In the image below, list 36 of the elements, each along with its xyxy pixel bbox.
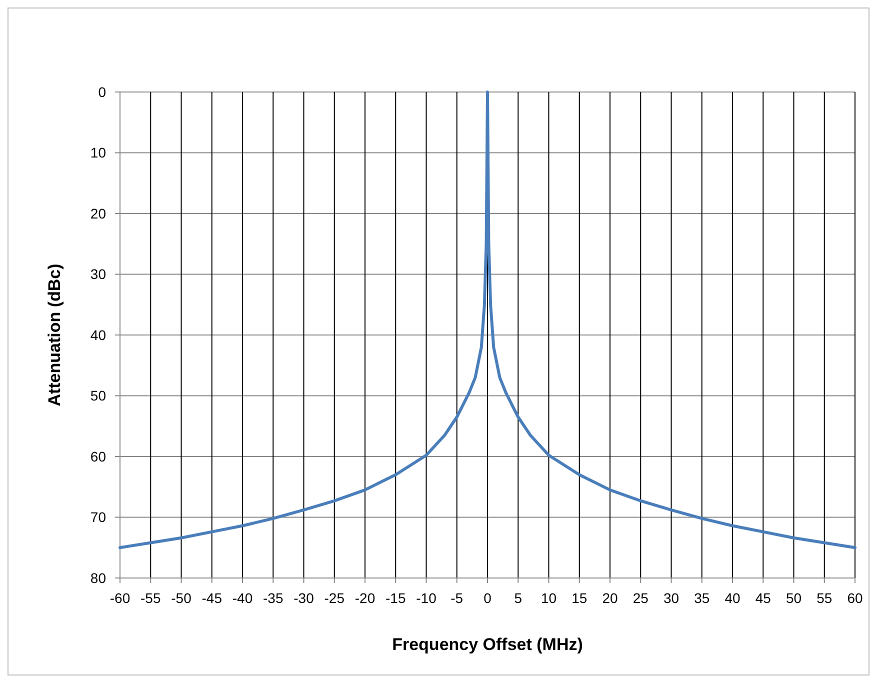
x-tick-label: -25: [324, 590, 345, 606]
y-tick-label: 70: [90, 509, 106, 526]
x-tick-label: -10: [416, 590, 437, 606]
x-tick-label: 25: [632, 590, 649, 606]
y-tick-label: 0: [98, 84, 106, 100]
x-tick-label: -55: [140, 590, 161, 606]
x-tick-label: 35: [694, 590, 710, 606]
x-tick-label: -20: [354, 590, 376, 606]
x-tick-label: 45: [755, 590, 772, 606]
x-tick-label: 0: [484, 590, 492, 606]
x-tick-label: 5: [514, 590, 522, 606]
x-tick-label: 40: [724, 590, 740, 606]
x-tick-label: 15: [572, 590, 588, 606]
x-tick-label: 55: [816, 590, 832, 606]
x-tick-label: -5: [450, 590, 464, 606]
x-tick-label: -30: [294, 590, 314, 606]
x-tick-label: -40: [232, 590, 253, 606]
y-axis-title: Attenuation (dBc): [45, 264, 64, 406]
x-tick-label: 30: [663, 590, 680, 606]
x-tick-label: 60: [847, 590, 863, 606]
y-tick-label: 60: [90, 448, 106, 464]
x-tick-label: 50: [786, 590, 802, 606]
y-tick-label: 20: [90, 205, 106, 222]
y-tick-label: 30: [90, 266, 106, 282]
y-tick-label: 10: [90, 144, 106, 161]
x-tick-label: -60: [110, 590, 130, 606]
y-tick-label: 40: [90, 326, 106, 343]
x-tick-label: 20: [602, 590, 618, 606]
x-tick-label: -15: [386, 590, 406, 606]
x-axis-title: Frequency Offset (MHz): [392, 635, 583, 654]
y-tick-label: 80: [90, 570, 106, 586]
x-tick-label: -35: [263, 590, 284, 606]
y-tick-label: 50: [90, 388, 106, 404]
x-tick-label: -50: [171, 590, 192, 606]
x-tick-label: -45: [202, 590, 222, 606]
x-tick-label: 10: [540, 590, 557, 606]
